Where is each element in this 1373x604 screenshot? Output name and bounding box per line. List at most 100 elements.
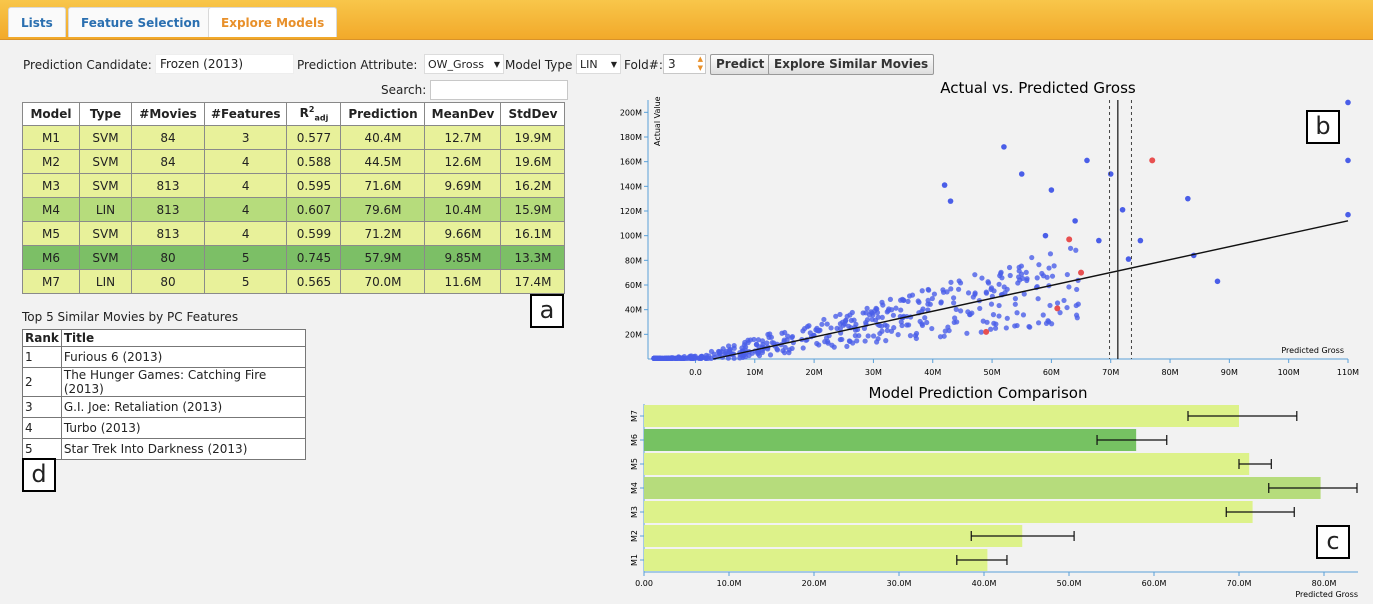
scatter-point: [972, 272, 978, 278]
y-tick-label: M1: [630, 554, 639, 566]
list-item[interactable]: 5 Star Trek Into Darkness (2013): [22, 438, 306, 460]
x-tick-label: 60.0M: [1142, 579, 1167, 588]
scatter-point: [739, 345, 745, 351]
chart-title: Model Prediction Comparison: [869, 384, 1088, 402]
scatter-point: [1035, 296, 1041, 302]
stepper-arrows-icon[interactable]: ▲ ▼: [697, 55, 703, 72]
cell-model: M5: [22, 221, 80, 246]
scatter-point: [1012, 296, 1018, 302]
y-tick-label: 60M: [625, 281, 642, 290]
cell-meandev: 10.4M: [424, 197, 502, 222]
cell-features: 4: [203, 149, 288, 174]
scatter-point: [1012, 323, 1018, 329]
scatter-point: [755, 337, 762, 343]
scatter-point: [955, 286, 962, 292]
y-tick-label: 120M: [620, 207, 642, 216]
cell-title: G.I. Joe: Retaliation (2013): [60, 396, 306, 418]
cell-prediction: 57.9M: [340, 245, 426, 270]
candidate-input[interactable]: Frozen (2013): [155, 54, 294, 74]
header-movies[interactable]: #Movies: [131, 102, 205, 126]
table-row[interactable]: M2 SVM 84 4 0.588 44.5M 12.6M 19.6M: [22, 149, 566, 174]
x-axis-label: Predicted Gross: [1281, 346, 1344, 355]
scatter-point: [1012, 301, 1018, 307]
scatter-point: [948, 279, 954, 285]
scatter-point: [703, 352, 709, 358]
bar-m7: [644, 405, 1239, 427]
list-item[interactable]: 4 Turbo (2013): [22, 417, 306, 439]
header-model[interactable]: Model: [22, 102, 80, 126]
scatter-point: [741, 352, 747, 358]
cell-model: M7: [22, 269, 80, 294]
scatter-point: [666, 355, 672, 361]
scatter-point: [948, 286, 954, 292]
table-row[interactable]: M3 SVM 813 4 0.595 71.6M 9.69M 16.2M: [22, 173, 566, 198]
tab-feature-selection[interactable]: Feature Selection: [68, 7, 214, 37]
cell-type: SVM: [79, 221, 132, 246]
scatter-point: [972, 290, 978, 296]
scatter-point: [844, 343, 850, 349]
predict-button[interactable]: Predict: [710, 54, 771, 75]
search-input[interactable]: [430, 80, 568, 100]
table-row[interactable]: M5 SVM 813 4 0.599 71.2M 9.66M 16.1M: [22, 221, 566, 246]
cell-rank: 1: [22, 346, 62, 368]
scatter-point: [922, 315, 928, 321]
list-item[interactable]: 2 The Hunger Games: Catching Fire (2013): [22, 367, 306, 397]
scatter-point: [970, 294, 976, 300]
scatter-point: [1048, 187, 1055, 193]
scatter-point: [681, 353, 687, 360]
header-features[interactable]: #Features: [203, 102, 288, 126]
cell-features: 5: [203, 245, 288, 270]
list-item[interactable]: 1 Furious 6 (2013): [22, 346, 306, 368]
cell-model: M4: [22, 197, 80, 222]
scatter-point: [851, 317, 857, 323]
scatter-point: [1021, 291, 1027, 297]
scatter-point: [1029, 254, 1035, 261]
scatter-point: [789, 334, 795, 341]
scatter-point: [1001, 144, 1007, 150]
scatter-point: [906, 322, 912, 328]
fold-stepper[interactable]: 3 ▲ ▼: [663, 54, 706, 74]
list-item[interactable]: 3 G.I. Joe: Retaliation (2013): [22, 396, 306, 418]
scatter-point: [1047, 251, 1054, 257]
cell-stddev: 17.4M: [500, 269, 566, 294]
scatter-point: [952, 315, 958, 321]
header-meandev[interactable]: MeanDev: [424, 102, 502, 126]
cell-title: The Hunger Games: Catching Fire (2013): [60, 367, 306, 397]
scatter-point: [942, 328, 948, 334]
cell-r2: 0.595: [286, 173, 342, 198]
scatter-point: [731, 342, 737, 349]
scatter-point: [941, 182, 948, 188]
highlight-point: [1066, 236, 1073, 243]
model-type-select-value: LIN: [580, 58, 598, 71]
x-tick-label: 20.0M: [802, 579, 827, 588]
table-row[interactable]: M4 LIN 813 4 0.607 79.6M 10.4M 15.9M: [22, 197, 566, 222]
scatter-point: [996, 313, 1002, 319]
scatter-point: [723, 350, 729, 356]
header-type[interactable]: Type: [79, 102, 132, 126]
header-prediction[interactable]: Prediction: [340, 102, 426, 126]
header-stddev[interactable]: StdDev: [500, 102, 566, 126]
header-r2adj[interactable]: R2adj: [286, 102, 342, 126]
scatter-point: [905, 298, 911, 304]
table-row[interactable]: M7 LIN 80 5 0.565 70.0M 11.6M 17.4M: [22, 269, 566, 294]
table-row[interactable]: M6 SVM 80 5 0.745 57.9M 9.85M 13.3M: [22, 245, 566, 270]
scatter-point: [786, 350, 792, 356]
cell-meandev: 9.66M: [424, 221, 502, 246]
attribute-select[interactable]: OW_Gross ▼: [424, 54, 504, 74]
scatter-chart: Actual vs. Predicted Gross 0.0 10M 20M 30M 40…: [620, 79, 1359, 376]
table-row[interactable]: M1 SVM 84 3 0.577 40.4M 12.7M 19.9M: [22, 125, 566, 150]
scatter-point: [924, 319, 930, 326]
scatter-point: [759, 338, 766, 344]
x-tick-label: 50.0M: [1057, 579, 1082, 588]
cell-model: M3: [22, 173, 80, 198]
header-rank: Rank: [22, 329, 62, 347]
scatter-point: [988, 326, 994, 332]
scatter-point: [1036, 262, 1042, 268]
scatter-point: [824, 321, 830, 327]
scatter-point: [717, 349, 723, 356]
explore-similar-button[interactable]: Explore Similar Movies: [768, 54, 935, 75]
tab-explore-models[interactable]: Explore Models: [208, 7, 338, 37]
model-type-select[interactable]: LIN ▼: [576, 54, 621, 74]
scatter-point: [1064, 304, 1070, 311]
tab-lists[interactable]: Lists: [8, 7, 66, 37]
